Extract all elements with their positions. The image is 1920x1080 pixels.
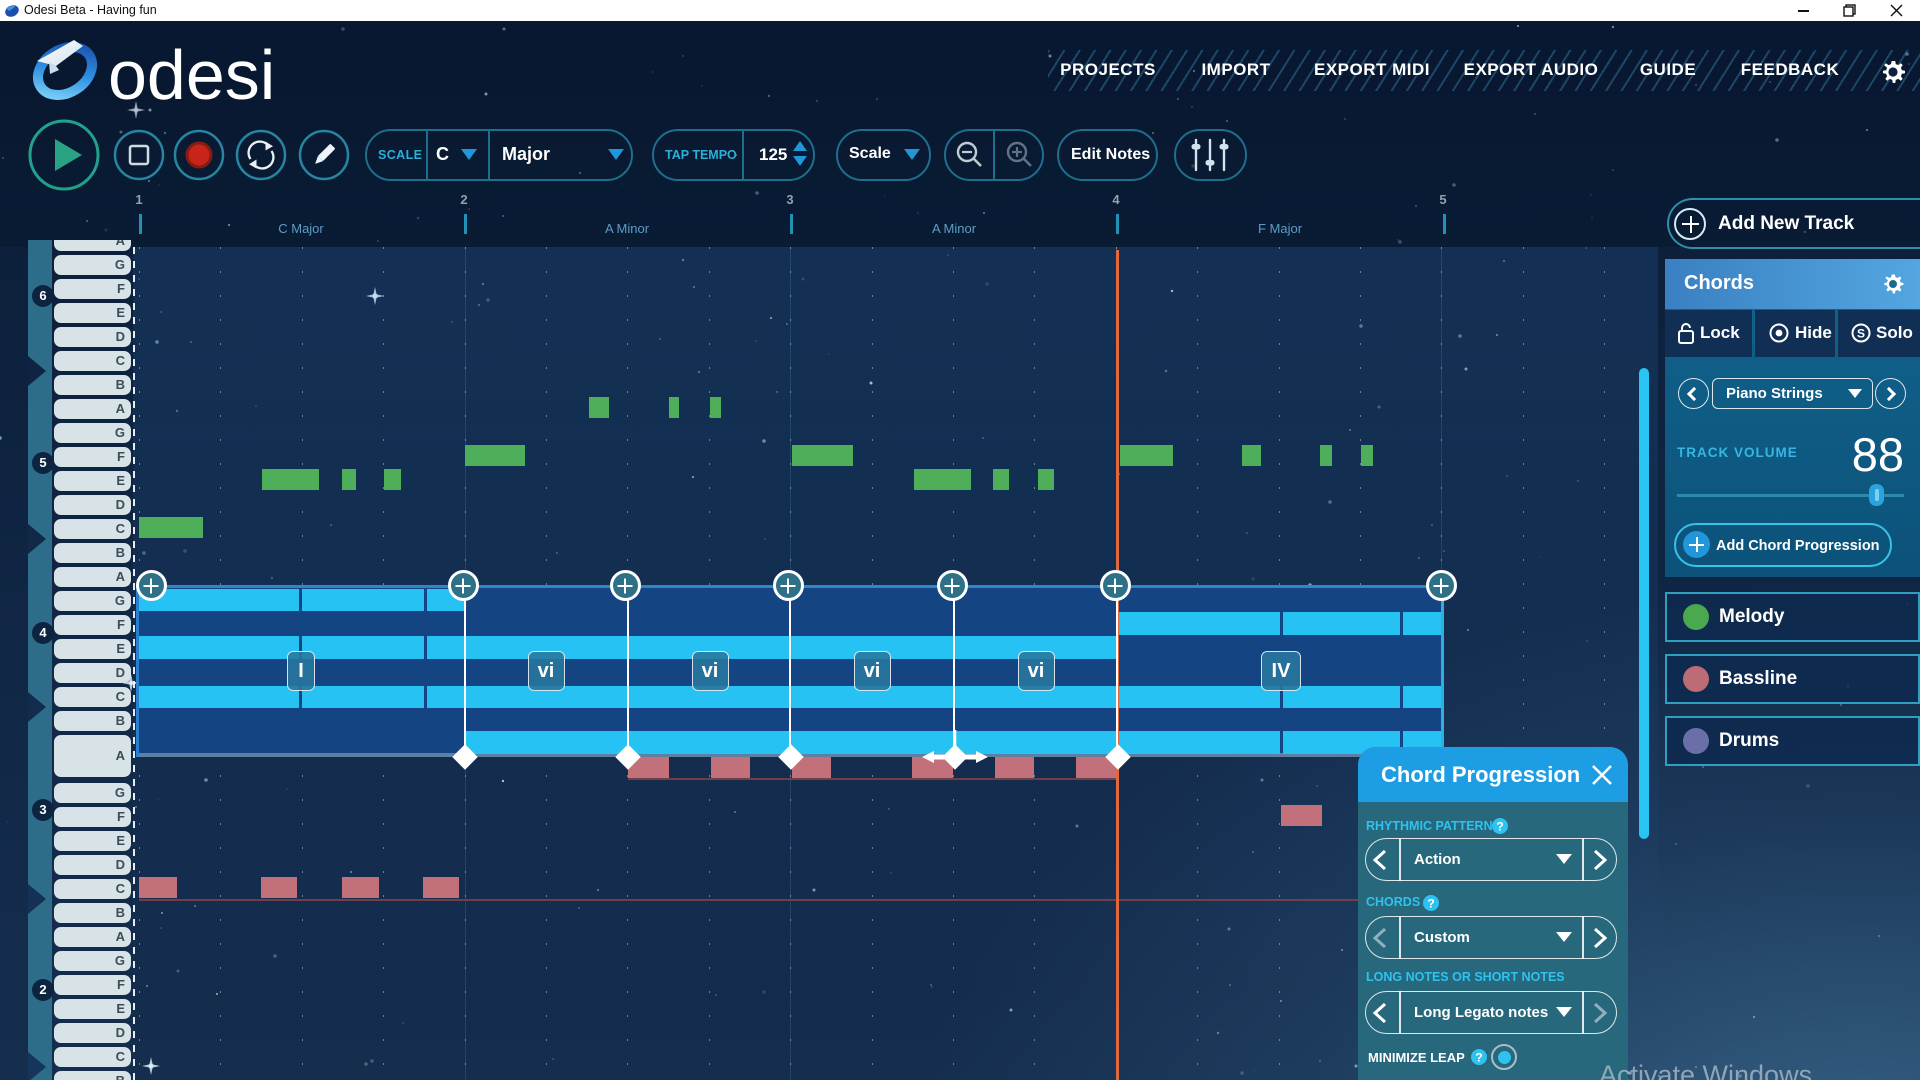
svg-text:odesi: odesi [108,36,275,108]
svg-text:S: S [1857,327,1865,341]
svg-text:?: ? [1475,1051,1482,1065]
svg-text:?: ? [1496,820,1503,834]
svg-text:?: ? [1427,897,1434,911]
